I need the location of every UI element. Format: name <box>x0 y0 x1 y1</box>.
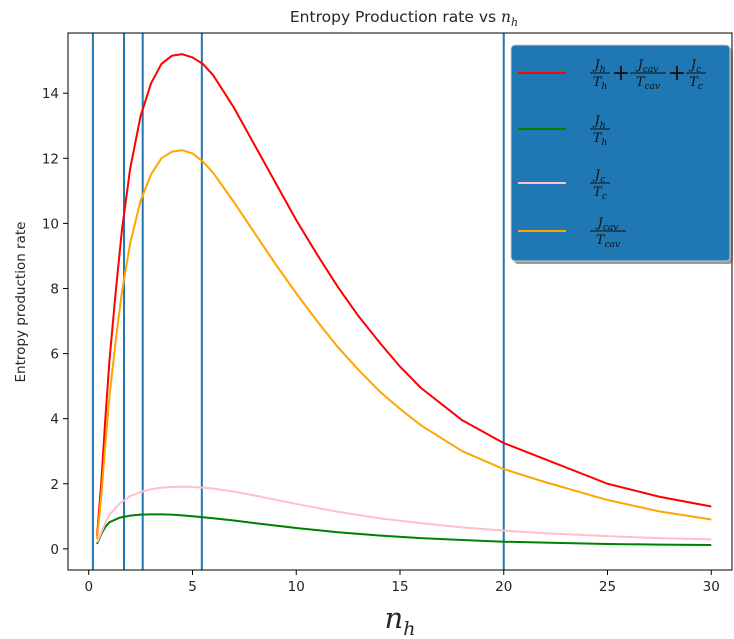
x-axis: 0 5 10 15 20 25 30 <box>84 570 720 595</box>
chart-title-text: Entropy Production rate vs <box>290 8 496 26</box>
x-tick-label: 30 <box>703 579 720 595</box>
series-line-3 <box>96 149 712 540</box>
y-tick-label: 4 <box>50 412 59 428</box>
y-tick-label: 6 <box>50 347 59 363</box>
chart-title-var: n <box>501 8 511 26</box>
y-tick-label: 0 <box>50 542 59 558</box>
x-tick-label: 15 <box>391 579 408 595</box>
x-axis-label: nh <box>385 601 416 639</box>
x-axis-label-var: n <box>385 601 404 635</box>
legend-operator: + <box>668 61 686 86</box>
y-tick-label: 10 <box>42 216 59 232</box>
chart-title: Entropy Production rate vs nh <box>290 8 518 29</box>
x-axis-label-sub: h <box>403 618 415 639</box>
x-tick-label: 10 <box>288 579 305 595</box>
x-tick-label: 20 <box>495 579 512 595</box>
chart-title-var-sub: h <box>511 16 518 29</box>
y-axis-label: Entropy production rate <box>13 222 29 383</box>
x-tick-label: 25 <box>599 579 616 595</box>
legend-operator: + <box>612 61 630 86</box>
series-line-1 <box>96 513 712 546</box>
y-tick-label: 14 <box>42 86 59 102</box>
plot-area <box>91 33 712 570</box>
legend-box <box>510 44 731 262</box>
x-tick-label: 0 <box>84 579 93 595</box>
y-tick-label: 12 <box>42 151 59 167</box>
series-line-0 <box>96 53 712 536</box>
y-axis: 0 2 4 6 8 10 12 14 <box>42 86 68 558</box>
series-line-2 <box>96 485 712 543</box>
x-tick-label: 5 <box>188 579 197 595</box>
y-tick-label: 2 <box>50 477 59 493</box>
y-tick-label: 8 <box>50 281 59 297</box>
